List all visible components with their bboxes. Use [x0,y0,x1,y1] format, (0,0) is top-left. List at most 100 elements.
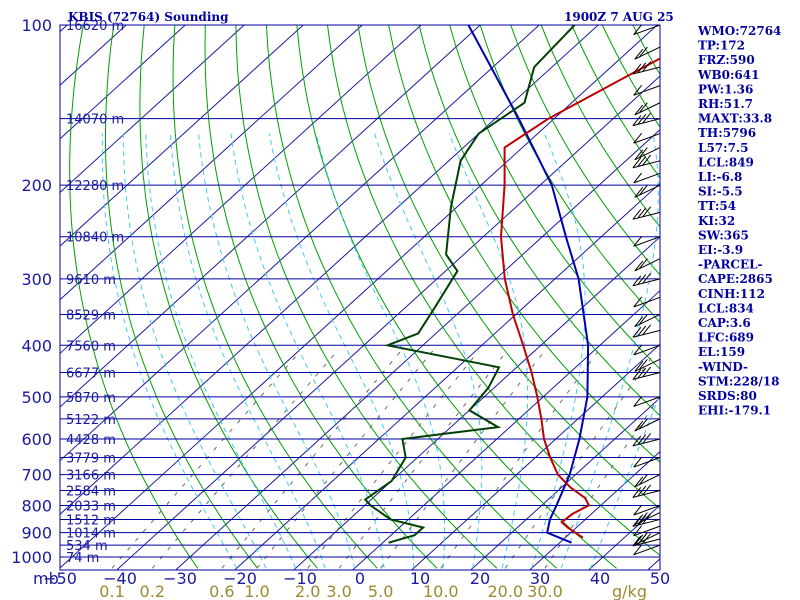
wind-barb [633,296,661,308]
pressure-tick-label: 500 [21,388,52,407]
wind-barb [633,24,661,36]
wind-barb [633,504,661,516]
index-line: EI:-3.9 [698,243,743,257]
index-line: EHI:-179.1 [698,404,771,418]
temperature-line [499,57,660,539]
isotherm-line [60,25,245,194]
index-line: WB0:641 [697,68,759,82]
moist-adiabat-line [374,133,483,569]
isotherm-line [470,397,660,570]
height-label: 10840 m [66,231,124,246]
index-line: LCL:849 [698,155,754,169]
index-line: KI:32 [698,214,735,228]
index-line: -PARCEL- [698,258,763,272]
pressure-tick-label: 1000 [11,548,52,567]
index-line: PW:1.36 [698,82,753,96]
dry-adiabat-line [265,25,558,569]
height-label: 2584 m [66,485,116,500]
mixing-ratio-tick-label: 0.6 [209,582,234,600]
isotherm-line [234,182,660,570]
dry-adiabat-line [204,25,438,569]
wind-barb [633,235,661,247]
index-line: TT:54 [698,199,736,213]
wind-barb [633,544,661,556]
height-label: 6677 m [66,367,116,382]
wind-barb [632,533,661,547]
indices-panel: WMO:72764TP:172FRZ:590WB0:641PW:1.36RH:5… [697,24,781,418]
isobar-lines [59,24,661,571]
height-label: 7560 m [66,339,116,354]
dry-adiabat-line [235,25,498,569]
temperature-tick-label: 0 [355,569,365,588]
wind-barb [634,46,661,60]
pressure-tick-label: 400 [21,336,52,355]
index-line: SRDS:80 [698,389,757,403]
isotherm-line [60,25,481,408]
index-line: SW:365 [698,228,749,242]
index-line: TP:172 [698,39,745,53]
isotherm-line [60,25,186,140]
dry-adiabat-line [388,25,660,463]
index-line: LFC:689 [698,331,754,345]
dry-adiabat-line [69,25,199,569]
wind-barb [634,358,661,372]
pressure-tick-label: 800 [21,496,52,515]
index-line: LI:-6.8 [698,170,742,184]
index-line: CINH:112 [698,287,765,301]
dry-adiabat-line [105,25,258,569]
pressure-axis-labels: 100 200 300 400 500 600 700 800 900 1000 mb [11,16,58,588]
wind-barb [632,433,661,447]
mixing-ratio-tick-label: 5.0 [368,582,393,600]
wind-barb [633,396,661,407]
height-label: 3166 m [66,469,116,484]
pressure-tick-label: 700 [21,466,52,485]
wind-barb [634,418,661,432]
index-line: FRZ:590 [698,53,755,67]
wind-barbs [632,24,661,556]
dry-adiabat-line [479,25,660,323]
index-line: LCL:834 [698,301,754,315]
wind-barb [632,272,661,287]
wind-barb [633,132,661,144]
dry-adiabat-line [449,25,660,370]
wind-barb [633,456,661,468]
height-label: 1512 m [66,513,116,528]
temperature-tick-label: 10 [410,569,430,588]
mixing-ratio-tick-label: 3.0 [326,582,351,600]
temperature-tick-label: −30 [163,569,197,588]
wind-barb [632,484,661,498]
mixing-ratio-tick-label: 2.0 [295,582,320,600]
profile-lines [363,25,660,544]
height-label: 14070 m [66,113,124,128]
time-label: 1900Z 7 AUG 25 [564,10,674,24]
wind-barb [633,84,661,96]
wind-barb [632,324,661,338]
dry-adiabat-line [327,25,660,557]
dry-adiabat-line [510,25,660,276]
wind-barb [633,344,661,356]
pressure-tick-label: 100 [21,16,52,35]
pressure-tick-label: 600 [21,430,52,449]
mixing-ratio-tick-label: 1.0 [244,582,269,600]
isotherm-line [411,343,660,570]
index-line: TH:5796 [698,126,756,140]
mixing-ratio-unit-label: g/kg [612,582,647,600]
height-label: 5122 m [66,413,116,428]
wind-barb [632,206,661,220]
height-label: 74 m [66,551,99,566]
dewpoint-line [363,25,576,544]
index-line: SI:-5.5 [698,185,743,199]
height-label: 9610 m [66,273,116,288]
temperature-tick-label: 20 [470,569,490,588]
isotherm-line [60,25,304,247]
temperature-axis-labels: −50 −40 −30 −20 −10 0 10 20 30 40 50 [43,569,670,588]
mixing-ratio-line [380,350,545,569]
mixing-ratio-tick-label: 20.0 [487,582,523,600]
isotherm-lines [60,25,660,570]
mixing-ratio-tick-label: 10.0 [423,582,459,600]
wind-barb [632,366,661,380]
temperature-tick-label: 40 [590,569,610,588]
wind-barb [633,525,661,537]
wind-barb [634,184,661,198]
